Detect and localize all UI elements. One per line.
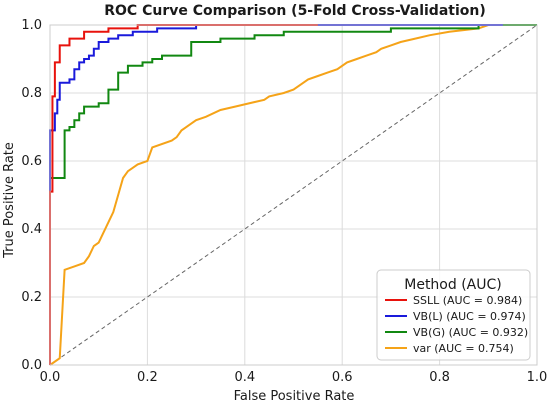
legend-box: [376, 269, 531, 361]
series-line-0: [49, 24, 318, 365]
legend-label-1: VB(L) (AUC = 0.974): [413, 310, 526, 323]
legend-label-2: VB(G) (AUC = 0.932): [413, 326, 528, 339]
legend: Method (AUC) SSLL (AUC = 0.984) VB(L) (AU…: [376, 269, 531, 361]
plot-area: [49, 24, 538, 366]
plot-frame: [49, 24, 538, 366]
legend-label-0: SSLL (AUC = 0.984): [413, 294, 522, 307]
series-line-3: [49, 24, 537, 366]
y-tick-label-4: 0.8: [21, 86, 42, 101]
x-tick-label-5: 1.0: [527, 370, 548, 385]
x-tick-label-0: 0.0: [40, 370, 61, 385]
y-tick-label-2: 0.4: [21, 222, 42, 237]
series-line-2: [49, 24, 537, 365]
diagonal-line: [49, 24, 538, 366]
x-tick-label-3: 0.6: [332, 370, 353, 385]
x-tick-label-4: 0.8: [429, 370, 450, 385]
x-tick-label-2: 0.4: [234, 370, 255, 385]
x-tick-label-1: 0.2: [137, 370, 158, 385]
series-line-1: [49, 24, 503, 365]
x-axis-label: False Positive Rate: [234, 389, 355, 404]
diagonal-reference-line: [49, 24, 538, 366]
y-axis-label: True Positive Rate: [2, 142, 17, 259]
y-tick-label-1: 0.2: [21, 290, 42, 305]
x-axis-ticks: 0.0 0.2 0.4 0.6 0.8 1.0: [40, 370, 548, 385]
legend-title: Method (AUC): [404, 277, 501, 293]
series-layer: [49, 24, 537, 366]
y-tick-label-3: 0.6: [21, 154, 42, 169]
chart-title: ROC Curve Comparison (5-Fold Cross-Valid…: [104, 3, 486, 19]
legend-entries: SSLL (AUC = 0.984) VB(L) (AUC = 0.974) VB(…: [385, 294, 528, 355]
y-tick-label-5: 1.0: [21, 18, 42, 33]
y-tick-label-0: 0.0: [21, 358, 42, 373]
legend-label-3: var (AUC = 0.754): [413, 342, 514, 355]
y-axis-ticks: 0.0 0.2 0.4 0.6 0.8 1.0: [21, 18, 42, 373]
grid: [49, 24, 538, 366]
